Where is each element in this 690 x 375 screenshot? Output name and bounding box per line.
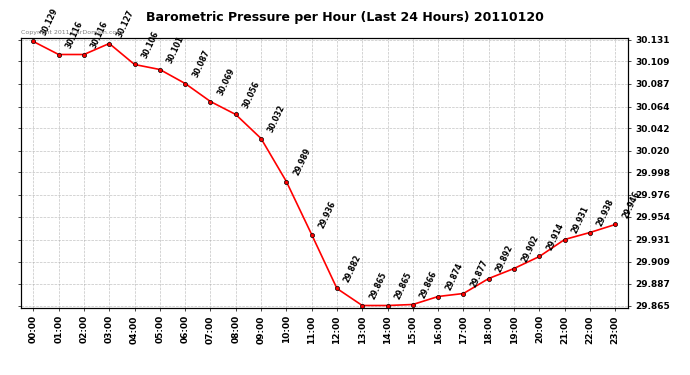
Text: 29.989: 29.989: [292, 147, 313, 177]
Text: 29.865: 29.865: [393, 271, 413, 302]
Text: 29.938: 29.938: [595, 198, 616, 228]
Text: 29.902: 29.902: [520, 234, 540, 264]
Text: 30.116: 30.116: [64, 20, 85, 50]
Text: 30.032: 30.032: [266, 104, 287, 134]
Text: 30.069: 30.069: [216, 67, 237, 98]
Text: 29.877: 29.877: [469, 259, 490, 290]
Text: Copyright 2011 CarDomain.com: Copyright 2011 CarDomain.com: [21, 30, 122, 35]
Text: 29.882: 29.882: [342, 254, 363, 284]
Text: 30.056: 30.056: [241, 80, 262, 110]
Text: 29.946: 29.946: [621, 190, 641, 220]
Text: 30.087: 30.087: [190, 49, 211, 80]
Text: 30.116: 30.116: [90, 20, 110, 50]
Text: 29.866: 29.866: [418, 270, 439, 300]
Text: Barometric Pressure per Hour (Last 24 Hours) 20110120: Barometric Pressure per Hour (Last 24 Ho…: [146, 11, 544, 24]
Text: 30.129: 30.129: [39, 7, 59, 38]
Text: 29.874: 29.874: [444, 262, 464, 292]
Text: 29.865: 29.865: [368, 271, 388, 302]
Text: 30.106: 30.106: [140, 30, 161, 60]
Text: 30.127: 30.127: [115, 9, 135, 39]
Text: 29.936: 29.936: [317, 200, 337, 230]
Text: 29.914: 29.914: [545, 222, 565, 252]
Text: 29.892: 29.892: [494, 244, 515, 274]
Text: 30.101: 30.101: [166, 35, 186, 65]
Text: 29.931: 29.931: [570, 205, 591, 236]
